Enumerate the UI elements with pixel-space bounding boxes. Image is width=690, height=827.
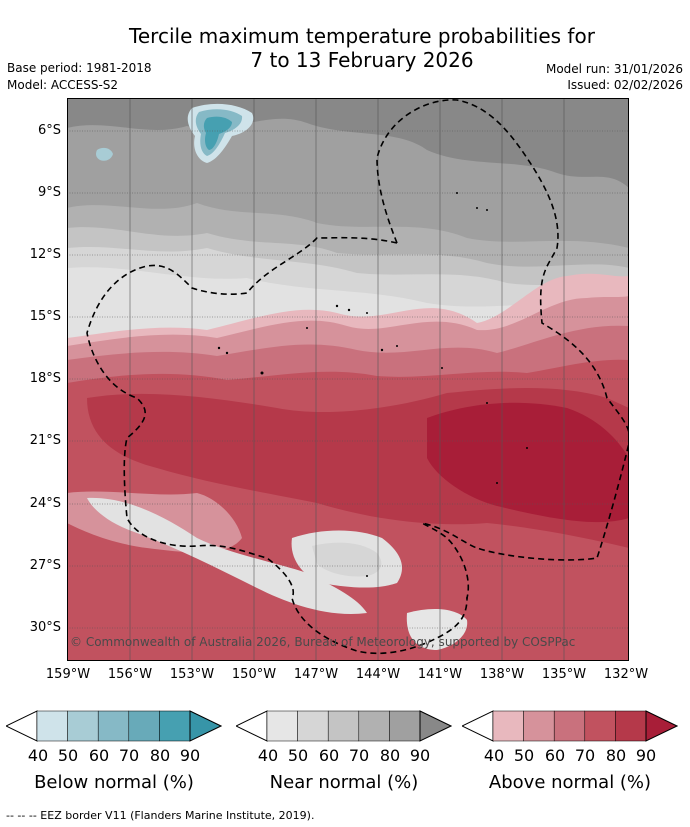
above-normal-90-region <box>427 402 629 523</box>
above-normal-band-40 <box>492 710 524 742</box>
lon-label-156w: 156°W <box>107 667 153 682</box>
below-normal-small-patch <box>96 147 113 161</box>
model-run-text: Model run: 31/01/2026 <box>545 62 683 76</box>
near-normal-colorbar <box>236 710 452 742</box>
lon-label-150w: 150°W <box>231 667 277 682</box>
below-normal-band-60 <box>97 710 130 742</box>
tick-label: 80 <box>605 746 627 765</box>
tick-label: 40 <box>27 746 49 765</box>
below-normal-extend-low <box>6 710 38 742</box>
above-normal-band-70 <box>584 710 616 742</box>
lat-label-15s: 15°S <box>29 309 61 324</box>
tick-label: 90 <box>179 746 201 765</box>
below-normal-band-50 <box>67 710 99 742</box>
tick-label: 50 <box>513 746 535 765</box>
tick-label: 60 <box>88 746 110 765</box>
tick-label: 40 <box>483 746 505 765</box>
lat-label-24s: 24°S <box>29 496 61 511</box>
tick-label: 50 <box>287 746 309 765</box>
above-normal-colorbar <box>462 710 678 742</box>
tick-label: 60 <box>544 746 566 765</box>
lon-label-141w: 141°W <box>417 667 463 682</box>
near-normal-extend-high <box>419 710 452 742</box>
graticule <box>67 130 629 629</box>
below-normal-legend-label: Below normal (%) <box>34 772 194 793</box>
islands <box>217 192 528 599</box>
map-title-line-2: 7 to 13 February 2026 <box>250 48 474 72</box>
below-normal-north-patch-core <box>203 116 232 150</box>
above-normal-extend-high <box>645 710 678 742</box>
tick-label: 60 <box>318 746 340 765</box>
near-normal-south-patch-inner <box>312 542 382 577</box>
tick-label: 70 <box>574 746 596 765</box>
below-normal-band-70 <box>128 710 160 742</box>
issued-date-text: Issued: 02/02/2026 <box>567 78 683 92</box>
lon-label-159w: 159°W <box>45 667 91 682</box>
lat-label-30s: 30°S <box>29 620 61 635</box>
near-normal-se-patch <box>406 608 468 650</box>
model-name-text: Model: ACCESS-S2 <box>7 78 119 92</box>
lat-label-9s: 9°S <box>37 185 61 200</box>
above-normal-extend-low <box>462 710 494 742</box>
tick-label: 50 <box>57 746 79 765</box>
lon-label-135w: 135°W <box>541 667 587 682</box>
lat-label-12s: 12°S <box>29 247 61 262</box>
tick-label: 90 <box>409 746 431 765</box>
map-title-line-1: Tercile maximum temperature probabilitie… <box>129 24 595 48</box>
lat-label-6s: 6°S <box>37 123 61 138</box>
below-normal-band-80 <box>159 710 191 742</box>
base-period-text: Base period: 1981-2018 <box>7 61 152 75</box>
tick-label: 90 <box>635 746 657 765</box>
above-normal-band-60 <box>553 710 586 742</box>
copyright-notice: © Commonwealth of Australia 2026, Bureau… <box>70 635 575 649</box>
eez-border <box>86 99 629 655</box>
lat-label-21s: 21°S <box>29 433 61 448</box>
tick-label: 40 <box>257 746 279 765</box>
tick-label: 70 <box>118 746 140 765</box>
eez-border-footnote: -- -- -- EEZ border V11 (Flanders Marine… <box>6 809 315 822</box>
lat-label-18s: 18°S <box>29 371 61 386</box>
near-normal-extend-low <box>236 710 268 742</box>
near-normal-band-70 <box>358 710 390 742</box>
near-normal-legend-label: Near normal (%) <box>269 772 419 793</box>
below-normal-colorbar <box>6 710 222 742</box>
below-normal-band-40 <box>36 710 68 742</box>
near-normal-sw-band <box>87 497 367 614</box>
tick-label: 70 <box>348 746 370 765</box>
below-normal-extend-high <box>189 710 222 742</box>
lon-label-153w: 153°W <box>169 667 215 682</box>
tick-label: 80 <box>149 746 171 765</box>
lon-label-132w: 132°W <box>603 667 649 682</box>
near-normal-band-60 <box>327 710 360 742</box>
above-normal-legend-label: Above normal (%) <box>488 772 652 793</box>
near-normal-band-40 <box>266 710 298 742</box>
near-normal-band-80 <box>389 710 421 742</box>
above-normal-band-50 <box>523 710 555 742</box>
lat-label-27s: 27°S <box>29 558 61 573</box>
lon-label-144w: 144°W <box>355 667 401 682</box>
probability-map: © Commonwealth of Australia 2026, Bureau… <box>67 98 629 661</box>
lon-label-138w: 138°W <box>479 667 525 682</box>
lon-label-147w: 147°W <box>293 667 339 682</box>
near-normal-band-50 <box>297 710 329 742</box>
above-normal-band-80 <box>615 710 647 742</box>
tick-label: 80 <box>379 746 401 765</box>
